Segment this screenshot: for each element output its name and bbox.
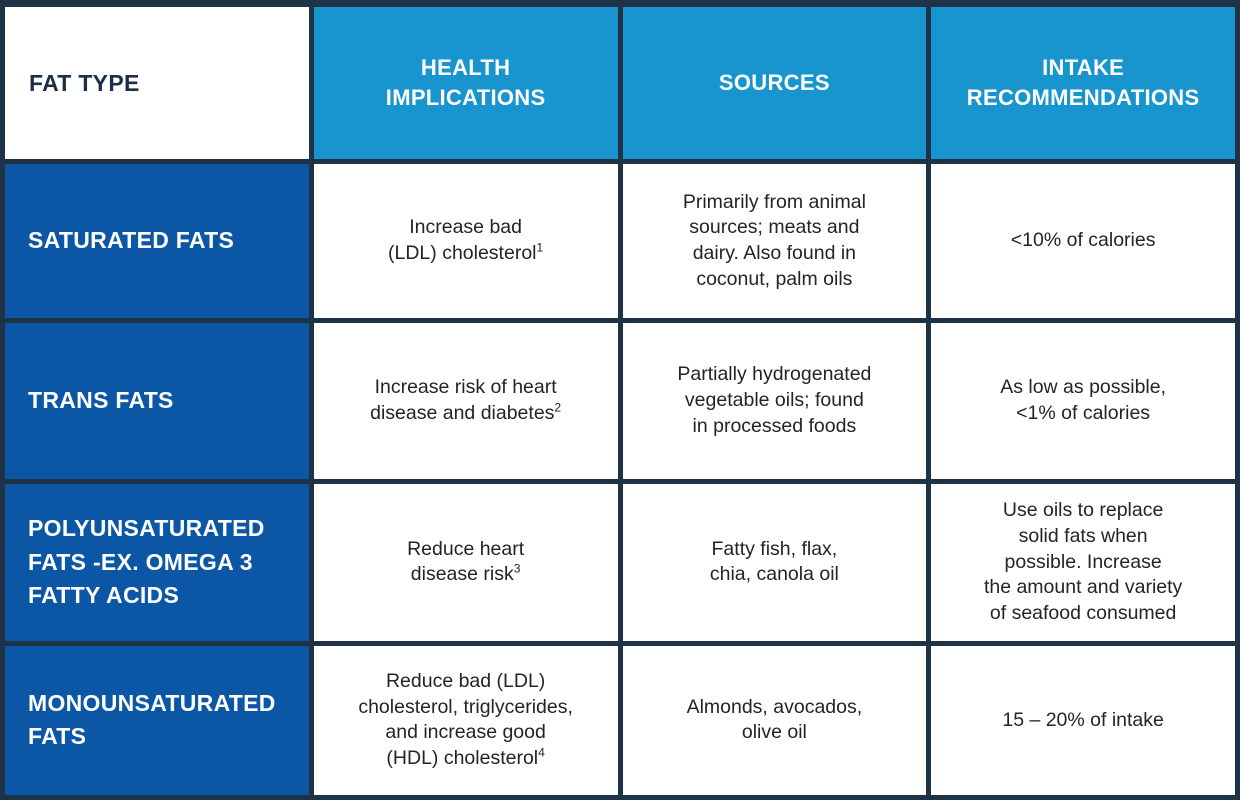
cell-text: Increase risk of heart disease and diabe…: [370, 376, 557, 424]
cell-text: As low as possible, <1% of calories: [1000, 376, 1167, 424]
cell-polyunsaturated-intake: Use oils to replace solid fats when poss…: [931, 483, 1235, 641]
cell-trans-intake: As low as possible, <1% of calories: [931, 323, 1235, 479]
column-header-label: HEALTH IMPLICATIONS: [385, 55, 546, 110]
cell-trans-health: Increase risk of heart disease and diabe…: [313, 323, 618, 479]
cell-monounsaturated-sources: Almonds, avocados, olive oil: [622, 645, 927, 795]
cell-text: Partially hydrogenated vegetable oils; f…: [677, 363, 872, 437]
row-header-label: SATURATED FATS: [28, 227, 235, 254]
cell-text: Reduce bad (LDL) cholesterol, triglyceri…: [358, 670, 573, 770]
cell-text: Primarily from animal sources; meats and…: [682, 190, 866, 290]
row-header-monounsaturated-fats: MONOUNSATURATED FATS: [5, 645, 309, 795]
column-header-intake-recommendations: INTAKE RECOMMENDATIONS: [931, 7, 1235, 159]
cell-text: Reduce heart disease risk: [407, 537, 525, 586]
column-header-fat-type: FAT TYPE: [5, 7, 309, 159]
row-header-label: POLYUNSATURATED FATS -EX. OMEGA 3 FATTY …: [28, 515, 265, 609]
cell-monounsaturated-health: Reduce bad (LDL) cholesterol, triglyceri…: [313, 645, 618, 795]
cell-saturated-intake: <10% of calories: [931, 164, 1235, 318]
cell-text: <10% of calories: [1010, 229, 1156, 252]
cell-text: 15 – 20% of intake: [1002, 708, 1164, 731]
column-header-health-implications: HEALTH IMPLICATIONS: [313, 7, 618, 159]
cell-polyunsaturated-health: Reduce heart disease risk3: [313, 483, 618, 641]
cell-saturated-health: Increase bad (LDL) cholesterol1: [313, 164, 618, 318]
footnote-marker: 4: [538, 745, 545, 760]
row-header-saturated-fats: SATURATED FATS: [5, 164, 309, 318]
row-header-label: MONOUNSATURATED FATS: [28, 690, 276, 750]
cell-saturated-sources: Primarily from animal sources; meats and…: [622, 164, 927, 318]
cell-text: Fatty fish, flax, chia, canola oil: [709, 537, 839, 586]
footnote-marker: 1: [536, 240, 544, 255]
column-header-sources: SOURCES: [622, 7, 927, 159]
footnote-marker: 3: [513, 561, 521, 576]
row-header-polyunsaturated-fats: POLYUNSATURATED FATS -EX. OMEGA 3 FATTY …: [5, 483, 309, 641]
column-header-label: INTAKE RECOMMENDATIONS: [966, 55, 1200, 110]
footnote-marker: 2: [554, 400, 562, 415]
row-header-trans-fats: TRANS FATS: [5, 323, 309, 479]
cell-text: Almonds, avocados, olive oil: [686, 695, 863, 744]
column-header-label: FAT TYPE: [29, 69, 140, 96]
row-header-label: TRANS FATS: [28, 387, 174, 414]
cell-trans-sources: Partially hydrogenated vegetable oils; f…: [622, 323, 927, 479]
cell-polyunsaturated-sources: Fatty fish, flax, chia, canola oil: [622, 483, 927, 641]
cell-monounsaturated-intake: 15 – 20% of intake: [931, 645, 1235, 795]
column-header-label: SOURCES: [718, 70, 830, 96]
cell-text: Increase bad (LDL) cholesterol: [388, 216, 537, 264]
cell-text: Use oils to replace solid fats when poss…: [983, 499, 1183, 625]
